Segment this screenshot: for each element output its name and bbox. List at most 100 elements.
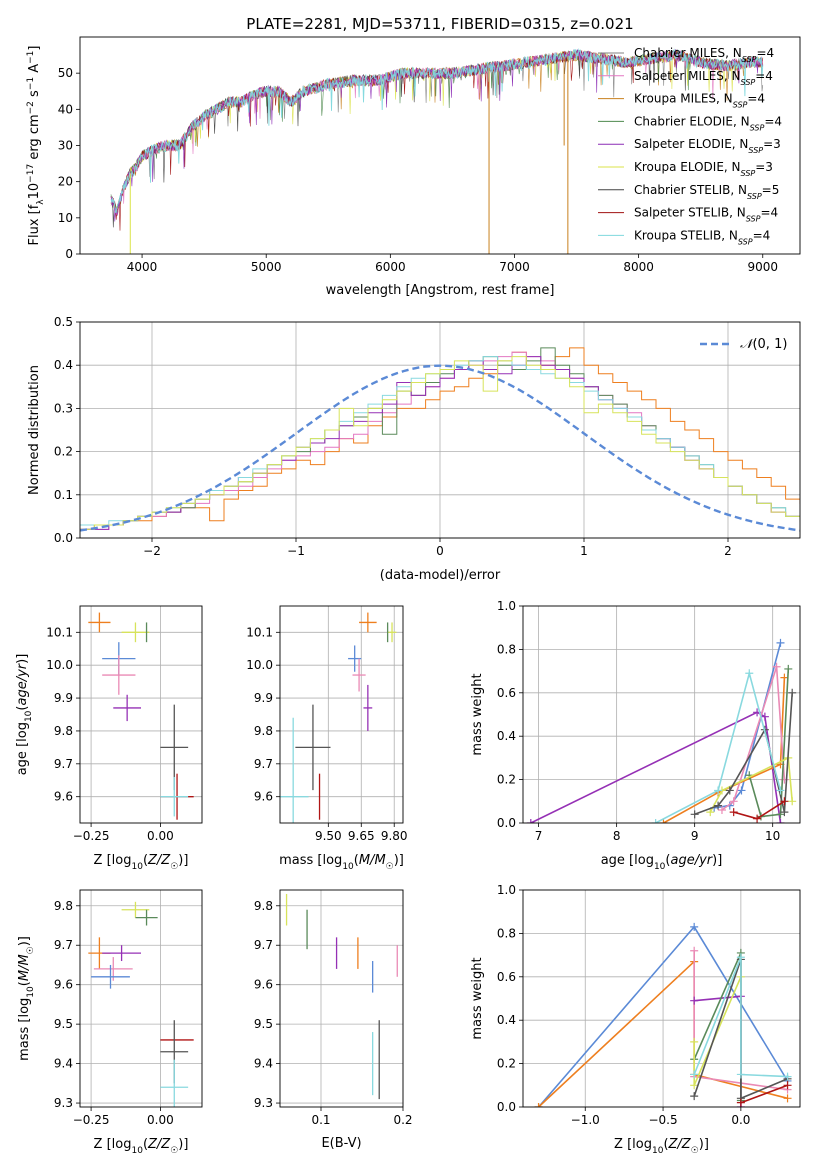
weight-marker — [776, 810, 785, 819]
x-axis-label: mass [log10(M/M☉)] — [279, 853, 404, 872]
weight-marker — [760, 712, 769, 721]
weight-series — [714, 642, 782, 809]
weight-marker — [776, 786, 785, 795]
label-part: (0, 1) — [752, 337, 787, 352]
y-axis-label: Normed distribution — [27, 365, 42, 495]
weight-marker — [690, 1081, 699, 1090]
label-part: −17 — [26, 164, 36, 183]
data-point — [135, 909, 158, 926]
legend-text: Kroupa STELIB, N — [634, 228, 738, 242]
mass-vs-EBV-frame — [279, 889, 404, 1108]
mass-vs-EBV-plot-area — [285, 893, 398, 1100]
tick-label-y: 9.6 — [254, 978, 273, 992]
weight-marker — [690, 1037, 699, 1046]
weight-series — [693, 957, 788, 1078]
label-part: mass [log — [279, 853, 342, 868]
legend-entry: Salpeter MILES, NSSP=4 — [634, 69, 773, 87]
legend-sub: SSP — [750, 123, 765, 132]
legend-tail: =4 — [753, 228, 771, 242]
legend-tail: =3 — [763, 137, 781, 151]
label-part: M/M — [17, 954, 32, 981]
age-vs-Z-axes: −0.25 0.00 9.6 9.7 9.8 9.9 10.0 10.1 — [46, 606, 202, 843]
weight-marker — [714, 801, 723, 810]
legend-entry: Salpeter ELODIE, NSSP=3 — [634, 137, 781, 155]
tick-label-y: 0.3 — [54, 401, 73, 415]
label-part: Z/Z — [147, 853, 171, 868]
label-part: 10 — [652, 1146, 664, 1156]
weight-series — [655, 670, 782, 823]
tick-label-x: 0.1 — [311, 1113, 330, 1127]
weight-marker — [780, 797, 789, 806]
tick-label-x: −1 — [287, 544, 305, 558]
weight-series — [693, 976, 742, 1086]
residuals-frame — [79, 321, 801, 539]
tick-label-x: 0.2 — [393, 1113, 412, 1127]
tick-label-x: 2 — [724, 544, 732, 558]
label-part: ☉ — [170, 1146, 178, 1156]
tick-label-y: 9.4 — [54, 1057, 73, 1071]
label-part: )] — [17, 936, 32, 946]
tick-label-x: −2 — [143, 544, 161, 558]
tick-label-y: 0.0 — [54, 531, 73, 545]
tick-label-y: 9.4 — [254, 1057, 273, 1071]
spectrum-line — [110, 48, 764, 214]
label-part: age [log — [601, 853, 654, 868]
tick-label-y: 0.4 — [497, 729, 516, 743]
weight-marker — [690, 810, 699, 819]
tick-label-y: 9.8 — [254, 724, 273, 738]
legend-entry: Chabrier ELODIE, NSSP=4 — [634, 114, 782, 131]
label-part: 10 — [26, 986, 36, 998]
tick-label-x: 4000 — [127, 260, 158, 274]
legend-text: Chabrier ELODIE, N — [634, 114, 750, 128]
label-part: ( — [665, 853, 670, 868]
label-part: −1 — [26, 77, 36, 90]
data-point — [91, 964, 130, 989]
legend-sub: SSP — [748, 146, 763, 155]
tick-label-y: 0.1 — [54, 488, 73, 502]
data-point — [88, 612, 111, 633]
label-part: )] — [178, 853, 188, 868]
tick-label-y: 9.7 — [54, 757, 73, 771]
data-point — [121, 901, 150, 918]
y-axis-label: Flux [fλ10−17 erg cm−2 s−1 A−1] — [26, 46, 46, 246]
tick-label-x: 8 — [613, 829, 621, 843]
data-point — [387, 622, 397, 643]
label-part: )] — [712, 853, 722, 868]
legend-tail: =5 — [762, 183, 780, 197]
mass-weight-vs-age-axes: 7 8 9 10 0.0 0.2 0.4 0.6 0.8 1.0 — [497, 599, 800, 843]
data-point — [160, 1059, 189, 1107]
weight-marker — [534, 1103, 543, 1107]
spectrum-frame — [79, 36, 801, 255]
weight-marker — [706, 808, 715, 817]
data-point — [280, 717, 309, 823]
legend-sub: SSP — [741, 169, 756, 178]
tick-label-y: 0.6 — [497, 686, 516, 700]
weight-marker — [659, 819, 668, 823]
weight-marker — [714, 786, 723, 795]
tick-label-y: 9.6 — [54, 978, 73, 992]
weight-series — [694, 692, 793, 816]
label-part: )] — [394, 853, 404, 868]
weight-marker — [729, 808, 738, 817]
tick-label-y: 9.7 — [254, 938, 273, 952]
weight-marker — [690, 1070, 699, 1079]
data-point — [160, 704, 189, 791]
tick-label-y: 0.2 — [497, 1057, 516, 1071]
x-axis-label: wavelength [Angstrom, rest frame] — [326, 283, 555, 298]
label-part: ☉ — [26, 946, 36, 954]
mass-vs-Z-axes: −0.25 0.00 9.3 9.4 9.5 9.6 9.7 9.8 — [54, 890, 202, 1127]
mass-weight-vs-Z-frame — [522, 889, 801, 1108]
tick-label-y: 9.8 — [54, 899, 73, 913]
legend-entry: Kroupa STELIB, NSSP=4 — [634, 228, 770, 246]
tick-label-x: 5000 — [251, 260, 282, 274]
weight-marker — [788, 797, 797, 806]
mass-weight-vs-age-frame — [522, 605, 801, 824]
histogram-series — [80, 351, 800, 530]
tick-label-y: 40 — [58, 102, 73, 116]
weight-marker — [772, 662, 781, 671]
weight-marker — [690, 1092, 699, 1101]
tick-label-y: 9.3 — [254, 1096, 273, 1110]
age-vs-mass-plot-area — [280, 612, 397, 823]
legend-entry: Salpeter STELIB, NSSP=4 — [634, 206, 778, 224]
tick-label-x: 10 — [765, 829, 780, 843]
